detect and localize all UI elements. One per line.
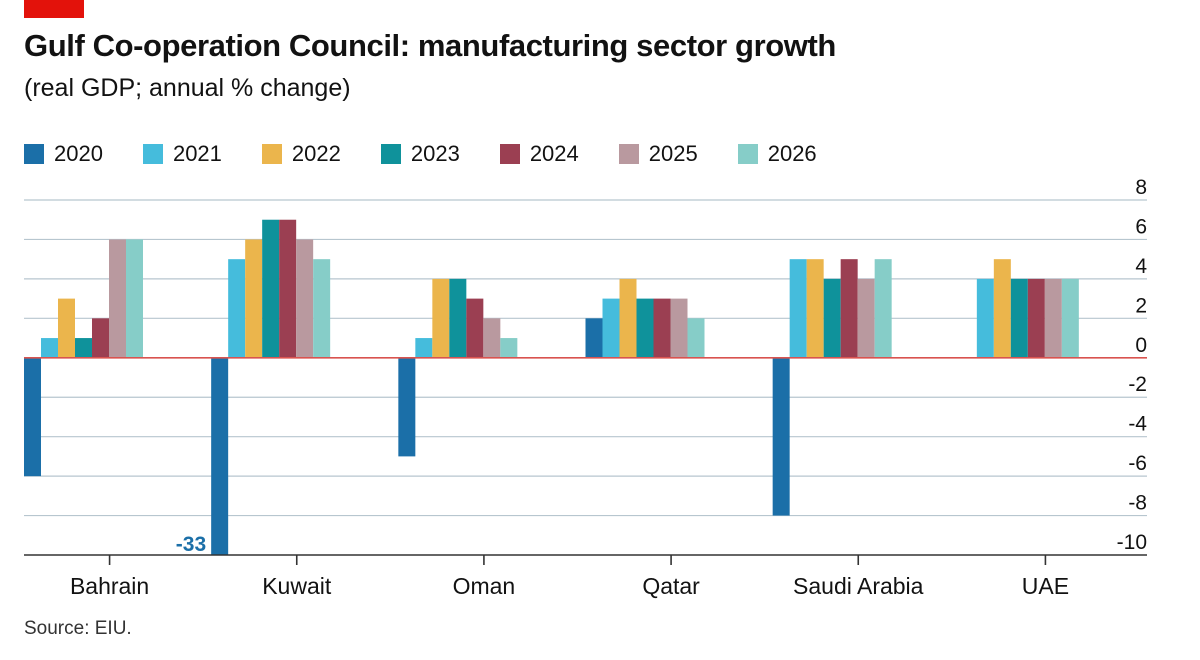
bar-qatar-2023 xyxy=(636,298,654,358)
legend-swatch-2026 xyxy=(737,144,758,164)
bar-qatar-2020 xyxy=(585,318,603,358)
legend-item-2025: 2025 xyxy=(618,141,698,167)
bar-kuwait-2026 xyxy=(313,259,331,358)
bar-uae-2026 xyxy=(1061,278,1079,358)
y-tick-label: -2 xyxy=(1128,373,1147,396)
legend-item-2026: 2026 xyxy=(737,141,817,167)
bar-bahrain-2024 xyxy=(92,318,109,358)
legend-label-2024: 2024 xyxy=(529,141,579,166)
legend-label-2026: 2026 xyxy=(767,141,817,166)
x-tick-label: Oman xyxy=(453,573,516,599)
legend-label-2021: 2021 xyxy=(172,141,222,166)
bar-oman-2020 xyxy=(398,357,416,457)
bar-kuwait-2021 xyxy=(228,259,246,358)
bar-kuwait-2020 xyxy=(211,357,229,555)
bar-qatar-2022 xyxy=(619,278,637,358)
y-tick-label: 6 xyxy=(1135,215,1147,238)
legend-label-2023: 2023 xyxy=(410,141,460,166)
legend: 2020 2021 2022 2023 2024 2025 2026 xyxy=(24,139,857,169)
y-tick-label: -6 xyxy=(1128,452,1147,475)
brand-red-tag xyxy=(24,0,84,18)
bar-kuwait-2023 xyxy=(262,219,280,358)
legend-swatch-2024 xyxy=(499,144,520,164)
bar-uae-2021 xyxy=(976,278,994,358)
bar-qatar-2021 xyxy=(602,298,620,358)
bar-saudi-arabia-2021 xyxy=(789,259,807,358)
chart-title: Gulf Co-operation Council: manufacturing… xyxy=(24,28,836,63)
bar-oman-2025 xyxy=(483,318,501,358)
legend-label-2022: 2022 xyxy=(291,141,341,166)
bar-kuwait-2024 xyxy=(279,219,297,358)
bar-uae-2022 xyxy=(993,259,1011,358)
legend-label-2020: 2020 xyxy=(54,141,103,166)
bar-oman-2024 xyxy=(466,298,484,358)
bar-bahrain-2021 xyxy=(41,338,58,358)
legend-swatch-2025 xyxy=(618,144,639,164)
legend-swatch-2022 xyxy=(261,144,282,164)
y-tick-label: 4 xyxy=(1135,255,1147,278)
chart-subtitle: (real GDP; annual % change) xyxy=(24,74,351,102)
bar-saudi-arabia-2026 xyxy=(874,259,892,358)
annotation-label: -33 xyxy=(176,533,206,556)
bar-bahrain-2026 xyxy=(126,239,143,358)
bar-saudi-arabia-2024 xyxy=(840,259,858,358)
legend-item-2022: 2022 xyxy=(261,141,341,167)
bar-kuwait-2025 xyxy=(296,239,314,358)
source-note: Source: EIU. xyxy=(24,618,132,639)
y-tick-label: 2 xyxy=(1135,294,1147,317)
bar-qatar-2026 xyxy=(687,318,705,358)
legend-swatch-2021 xyxy=(142,144,163,164)
bar-saudi-arabia-2023 xyxy=(823,278,841,358)
legend-label-2025: 2025 xyxy=(648,141,698,166)
x-tick-label: Kuwait xyxy=(262,573,332,599)
bar-kuwait-2022 xyxy=(245,239,263,358)
bar-bahrain-2023 xyxy=(75,338,92,358)
bar-oman-2026 xyxy=(500,338,518,358)
x-tick-label: Qatar xyxy=(642,573,700,599)
y-tick-label: -10 xyxy=(1117,531,1147,554)
x-tick-label: Bahrain xyxy=(70,573,149,599)
bar-qatar-2025 xyxy=(670,298,688,358)
y-tick-label: -8 xyxy=(1128,492,1147,515)
bar-saudi-arabia-2025 xyxy=(857,278,875,358)
bar-bahrain-2020 xyxy=(24,357,41,477)
bar-qatar-2024 xyxy=(653,298,671,358)
bar-bahrain-2025 xyxy=(109,239,126,358)
bar-saudi-arabia-2020 xyxy=(772,357,790,516)
bar-saudi-arabia-2022 xyxy=(806,259,824,358)
x-tick-label: UAE xyxy=(1022,573,1069,599)
legend-item-2023: 2023 xyxy=(380,141,460,167)
bar-uae-2023 xyxy=(1010,278,1028,358)
legend-item-2020: 2020 xyxy=(24,141,103,167)
legend-item-2024: 2024 xyxy=(499,141,579,167)
legend-item-2021: 2021 xyxy=(142,141,222,167)
y-tick-label: -4 xyxy=(1128,413,1147,436)
bar-uae-2024 xyxy=(1027,278,1045,358)
legend-swatch-2023 xyxy=(380,144,401,164)
bar-oman-2021 xyxy=(415,338,433,358)
bar-oman-2022 xyxy=(432,278,450,358)
legend-swatch-2020 xyxy=(24,144,44,164)
bar-oman-2023 xyxy=(449,278,467,358)
bar-bahrain-2022 xyxy=(58,298,75,358)
y-tick-label: 0 xyxy=(1135,334,1147,357)
y-tick-label: 8 xyxy=(1135,176,1147,199)
x-tick-label: Saudi Arabia xyxy=(793,573,924,599)
bar-uae-2025 xyxy=(1044,278,1062,358)
